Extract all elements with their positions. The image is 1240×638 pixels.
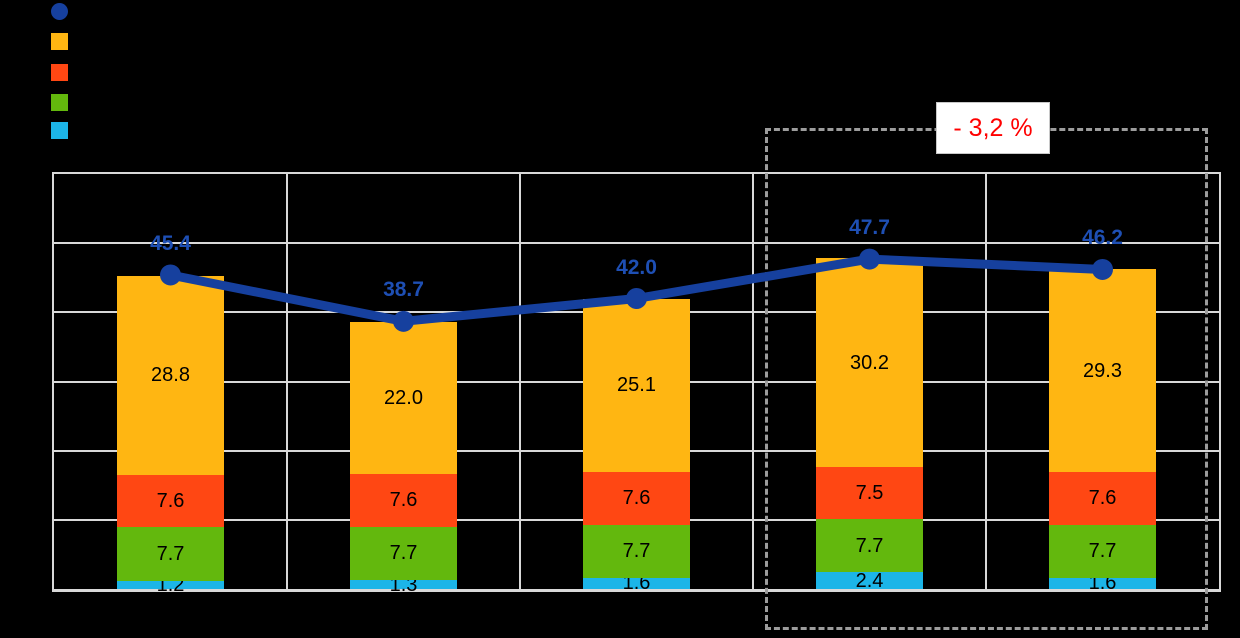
- y-gridline: [54, 242, 1219, 245]
- line-value-label: 45.4: [150, 231, 191, 255]
- bar-segment: 1.6: [583, 573, 690, 593]
- plot-area: 1.2 7.7 7.6 28.8 1.3 7.7 7.6 22.0 1.6 7.7 7.6 25.1 2…: [52, 172, 1221, 595]
- x-gridline: [752, 174, 754, 589]
- yellow-series-marker: [51, 33, 68, 50]
- line-value-label: 38.7: [383, 278, 424, 302]
- bar-segment-label: 7.6: [1088, 487, 1117, 510]
- bar-segment-label: 7.7: [156, 543, 185, 566]
- bar-segment: 7.7: [583, 524, 690, 578]
- bar-segment: 7.5: [816, 467, 923, 520]
- bar-segment-label: 7.6: [156, 490, 185, 513]
- orange-series-marker: [51, 63, 68, 81]
- bar-segment: 1.6: [1049, 573, 1156, 593]
- bar-segment: 7.6: [1049, 472, 1156, 525]
- line-value-label: 47.7: [849, 216, 890, 240]
- bar-segment-label: 28.8: [151, 364, 190, 387]
- bar-segment: 22.0: [350, 322, 457, 475]
- bar-segment: 7.7: [1049, 524, 1156, 578]
- x-gridline: [286, 174, 288, 589]
- bar-segment: 7.6: [583, 472, 690, 525]
- green-series-marker: [51, 94, 68, 111]
- bar-segment-label: 29.3: [1083, 359, 1122, 382]
- bar-segment: 7.7: [117, 527, 224, 581]
- bar-segment: 1.2: [117, 575, 224, 595]
- bar-segment-label: 7.6: [622, 487, 651, 510]
- line-series-marker: [51, 3, 68, 20]
- bar-segment-label: 30.2: [850, 351, 889, 374]
- bar-segment: 1.3: [350, 575, 457, 595]
- annotation-box: - 3,2 %: [936, 102, 1050, 154]
- line-value-label: 46.2: [1082, 226, 1123, 250]
- bar-segment-label: 7.7: [855, 534, 884, 557]
- x-gridline: [985, 174, 987, 589]
- cyan-series-marker: [51, 121, 68, 139]
- bar-segment-label: 7.7: [1088, 540, 1117, 563]
- bar-segment: 7.7: [816, 519, 923, 573]
- bar-segment-label: 22.0: [384, 387, 423, 410]
- bar-segment: 7.7: [350, 526, 457, 581]
- bar-segment-label: 7.7: [622, 540, 651, 563]
- bar-segment-label: 1.6: [1088, 572, 1117, 595]
- bar-segment: 2.4: [816, 569, 923, 592]
- x-gridline: [519, 174, 521, 589]
- bar-segment-label: 25.1: [617, 374, 656, 397]
- bar-segment: 28.8: [117, 275, 224, 475]
- bar-segment-label: 1.6: [622, 572, 651, 595]
- bar-segment-label: 7.6: [389, 489, 418, 512]
- highlight-region: [765, 128, 1208, 630]
- bar-segment: 7.6: [117, 474, 224, 528]
- bar-segment-label: 7.7: [389, 542, 418, 565]
- annotation-label: - 3,2 %: [953, 113, 1033, 142]
- bar-segment-label: 7.5: [855, 482, 884, 505]
- legend: [51, 0, 81, 145]
- bar-segment-label: 2.4: [855, 569, 884, 592]
- bar-segment: 25.1: [583, 298, 690, 473]
- bar-segment: 7.6: [350, 474, 457, 527]
- line-value-label: 42.0: [616, 255, 657, 279]
